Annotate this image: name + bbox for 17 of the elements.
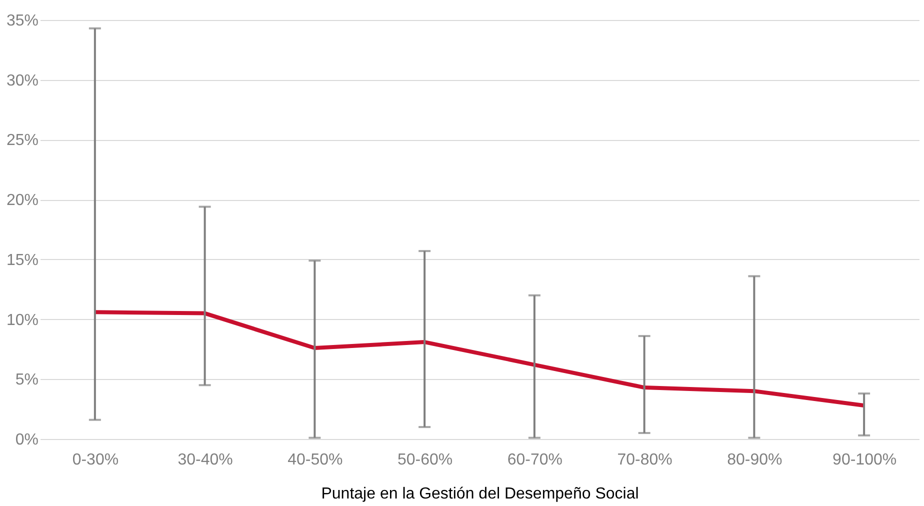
x-tick-label: 40-50% — [288, 452, 343, 468]
y-tick-label: 35% — [6, 12, 38, 30]
x-tick-label: 90-100% — [832, 452, 897, 468]
x-axis-title: Puntaje en la Gestión del Desempeño Social — [321, 486, 639, 502]
y-tick-label: 30% — [6, 72, 38, 90]
x-tick-label: 30-40% — [178, 452, 233, 468]
x-tick-label: 70-80% — [617, 452, 672, 468]
x-tick-label: 60-70% — [507, 452, 563, 468]
y-tick-label: 0% — [15, 432, 38, 448]
y-tick-label: 5% — [15, 372, 38, 389]
y-tick-label: 10% — [6, 312, 38, 329]
y-tick-label: 15% — [6, 252, 38, 269]
x-tick-label: 0-30% — [72, 452, 119, 468]
x-tick-label: 80-90% — [727, 452, 782, 468]
y-tick-label: 25% — [6, 132, 38, 150]
y-tick-label: 20% — [6, 192, 38, 210]
x-tick-label: 50-60% — [397, 452, 453, 468]
